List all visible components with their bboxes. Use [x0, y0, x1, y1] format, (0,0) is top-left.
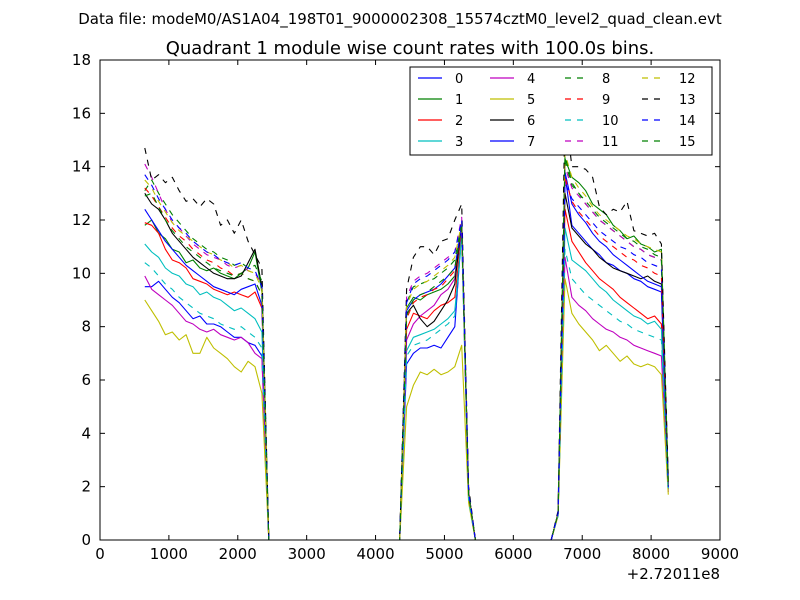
legend-label-2: 2 — [455, 114, 463, 129]
legend-label-15: 15 — [679, 135, 696, 150]
y-tick-label: 2 — [81, 478, 91, 496]
x-tick-label: 2000 — [219, 545, 257, 563]
legend-label-5: 5 — [527, 93, 535, 108]
series-layer — [144, 107, 669, 540]
legend-label-11: 11 — [602, 135, 619, 150]
x-tick-label: 6000 — [494, 545, 532, 563]
y-tick-label: 10 — [72, 264, 91, 282]
plot-area: 0 1000 2000 3000 4000 5000 6000 7000 8000 9000 0 2… — [72, 51, 739, 583]
data-file-title: Data file: modeM0/AS1A04_198T01_90000023… — [78, 10, 722, 29]
x-tick-label: 1000 — [150, 545, 188, 563]
series-line-14 — [144, 174, 669, 540]
series-line-11 — [144, 163, 669, 540]
series-line-15 — [144, 155, 669, 540]
legend-label-4: 4 — [527, 72, 535, 87]
legend-label-14: 14 — [679, 114, 696, 129]
chart-title: Quadrant 1 module wise count rates with … — [166, 38, 655, 59]
legend-label-7: 7 — [527, 135, 535, 150]
legend-label-0: 0 — [455, 72, 463, 87]
legend-label-12: 12 — [679, 72, 696, 87]
legend-label-3: 3 — [455, 135, 463, 150]
axes-frame — [99, 59, 721, 541]
legend-label-1: 1 — [455, 93, 463, 108]
y-tick-label: 8 — [81, 318, 91, 336]
legend-box — [409, 66, 713, 156]
series-line-9 — [144, 176, 669, 540]
series-line-5 — [144, 278, 669, 540]
series-line-10 — [144, 238, 669, 540]
x-tick-label: 7000 — [563, 545, 601, 563]
y-tick-label: 0 — [81, 531, 91, 549]
series-line-4 — [144, 230, 669, 540]
y-tick-label: 6 — [81, 371, 91, 389]
y-tick-label: 18 — [72, 51, 91, 69]
series-line-8 — [144, 160, 669, 540]
x-tick-label: 8000 — [632, 545, 670, 563]
legend-label-13: 13 — [679, 93, 696, 108]
x-tick-label: 0 — [95, 545, 105, 563]
legend-label-6: 6 — [527, 114, 535, 129]
legend-label-10: 10 — [602, 114, 619, 129]
x-tick-label: 5000 — [425, 545, 463, 563]
y-tick-label: 4 — [81, 424, 91, 442]
legend-label-9: 9 — [602, 93, 610, 108]
series-line-13 — [144, 107, 669, 540]
y-tick-label: 14 — [72, 158, 91, 176]
x-axis: 0 1000 2000 3000 4000 5000 6000 7000 8000 9000 — [95, 60, 739, 563]
x-offset-label: +2.72011e8 — [627, 565, 720, 583]
x-tick-label: 3000 — [288, 545, 326, 563]
y-tick-label: 16 — [72, 104, 91, 122]
x-tick-label: 9000 — [701, 545, 739, 563]
y-tick-label: 12 — [72, 211, 91, 229]
legend-label-8: 8 — [602, 72, 610, 87]
x-tick-label: 4000 — [356, 545, 394, 563]
